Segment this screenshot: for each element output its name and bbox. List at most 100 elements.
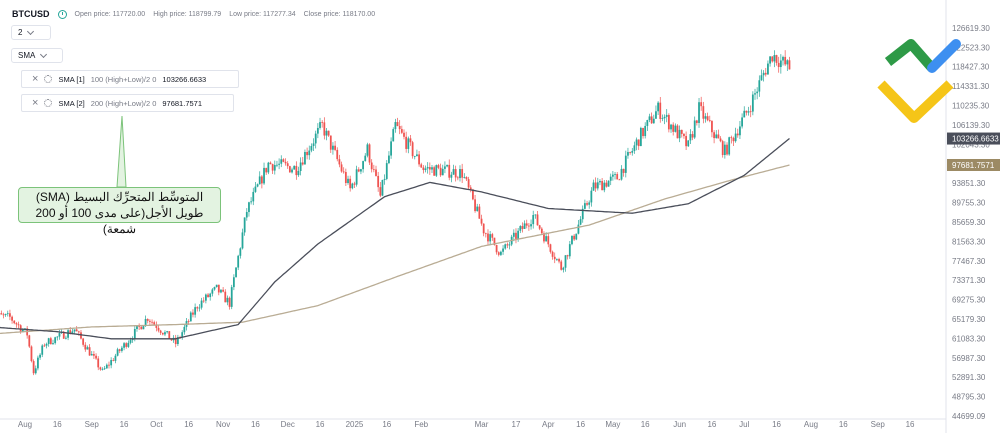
candle-body — [69, 330, 72, 334]
interval-dropdown[interactable]: 2 — [11, 25, 51, 40]
candle-body — [241, 232, 244, 249]
candle-body — [663, 116, 666, 119]
candle-body — [183, 326, 186, 333]
candle-body — [648, 116, 651, 121]
candle-body — [405, 136, 408, 149]
candle-body — [540, 228, 543, 234]
candle-body — [329, 135, 332, 150]
indicator-name: SMA [2] — [58, 98, 85, 108]
candle-body — [592, 182, 595, 191]
candle-body — [543, 233, 545, 242]
indicator-dropdown[interactable]: SMA — [11, 48, 63, 63]
indicator-row-sma2[interactable]: × SMA [2] 200 (High+Low)/2 0 97681.7571 — [21, 94, 234, 112]
close-icon[interactable]: × — [32, 72, 39, 85]
candle-body — [138, 326, 141, 327]
candle-body — [555, 259, 558, 260]
candle-body — [536, 214, 539, 226]
candle-body — [657, 102, 660, 112]
x-tick-label: 16 — [576, 420, 585, 429]
sma-200-line — [0, 164, 790, 335]
candle-body — [157, 327, 160, 331]
y-tick-label: 52891.30 — [952, 373, 986, 382]
candle-body — [267, 162, 270, 173]
candle-body — [232, 277, 235, 288]
close-icon[interactable]: × — [32, 96, 39, 109]
sma-100-price-label-bg — [947, 132, 1000, 145]
candle-body — [515, 232, 517, 239]
gear-icon[interactable] — [44, 99, 53, 107]
x-tick-label: Nov — [216, 420, 230, 429]
candle-body — [454, 169, 457, 178]
gear-icon[interactable] — [44, 75, 53, 83]
candle-body — [519, 226, 522, 231]
candle-body — [0, 313, 3, 315]
candle-body — [37, 357, 39, 369]
symbol-label[interactable]: BTCUSD — [12, 9, 50, 19]
candle-body — [547, 236, 550, 245]
candle-body — [448, 164, 451, 178]
x-tick-label: Dec — [281, 420, 295, 429]
x-tick-label: Oct — [150, 420, 163, 429]
candle-body — [34, 368, 37, 374]
candle-body — [383, 178, 386, 180]
candle-body — [461, 169, 464, 178]
candle-body — [715, 134, 718, 139]
candle-body — [747, 111, 750, 113]
y-tick-label: 73371.30 — [952, 276, 986, 285]
candle-body — [437, 165, 440, 168]
candle-body — [403, 132, 405, 137]
candle-body — [17, 324, 20, 326]
candle-body — [280, 159, 283, 164]
candle-body — [278, 163, 281, 165]
candle-body — [136, 326, 138, 330]
candle-body — [291, 169, 293, 173]
candle-body — [32, 361, 35, 374]
candle-body — [773, 55, 776, 62]
candle-body — [609, 176, 612, 181]
candle-body — [762, 72, 765, 76]
candle-body — [314, 133, 317, 144]
y-tick-label: 102043.30 — [952, 140, 990, 149]
candle-body — [754, 93, 756, 95]
candle-body — [661, 118, 664, 119]
candle-body — [508, 244, 511, 246]
candle-body — [575, 233, 578, 240]
candle-body — [764, 72, 767, 75]
interval-value: 2 — [18, 28, 23, 37]
candle-body — [288, 166, 291, 173]
candle-body — [30, 346, 33, 362]
candle-body — [588, 202, 591, 205]
candle-body — [6, 313, 9, 315]
candle-body — [95, 355, 97, 359]
candle-body — [125, 343, 128, 347]
candle-body — [224, 291, 227, 303]
candle-body — [627, 152, 629, 156]
candle-body — [745, 110, 748, 113]
candle-body — [144, 319, 147, 327]
candle-body — [635, 139, 638, 146]
candle-body — [760, 75, 763, 81]
candle-body — [54, 337, 57, 344]
candle-body — [364, 155, 367, 162]
indicator-row-sma1[interactable]: × SMA [1] 100 (High+Low)/2 0 103266.6633 — [21, 70, 239, 88]
x-tick-label: Feb — [414, 420, 428, 429]
candle-body — [56, 336, 59, 338]
candle-body — [590, 190, 593, 203]
y-tick-label: 48795.30 — [952, 393, 986, 402]
clock-icon[interactable] — [57, 9, 67, 19]
candle-body — [181, 332, 184, 338]
candle-body — [344, 172, 347, 184]
candle-body — [683, 133, 685, 137]
candle-body — [450, 174, 453, 178]
candle-body — [396, 122, 399, 126]
candle-body — [308, 150, 311, 156]
candle-body — [263, 167, 265, 184]
candle-body — [502, 248, 504, 252]
x-tick-label: Jul — [739, 420, 749, 429]
candle-body — [28, 335, 31, 347]
x-tick-label: Apr — [542, 420, 555, 429]
indicator-params: 200 (High+Low)/2 0 — [90, 98, 157, 108]
candle-body — [678, 129, 681, 139]
